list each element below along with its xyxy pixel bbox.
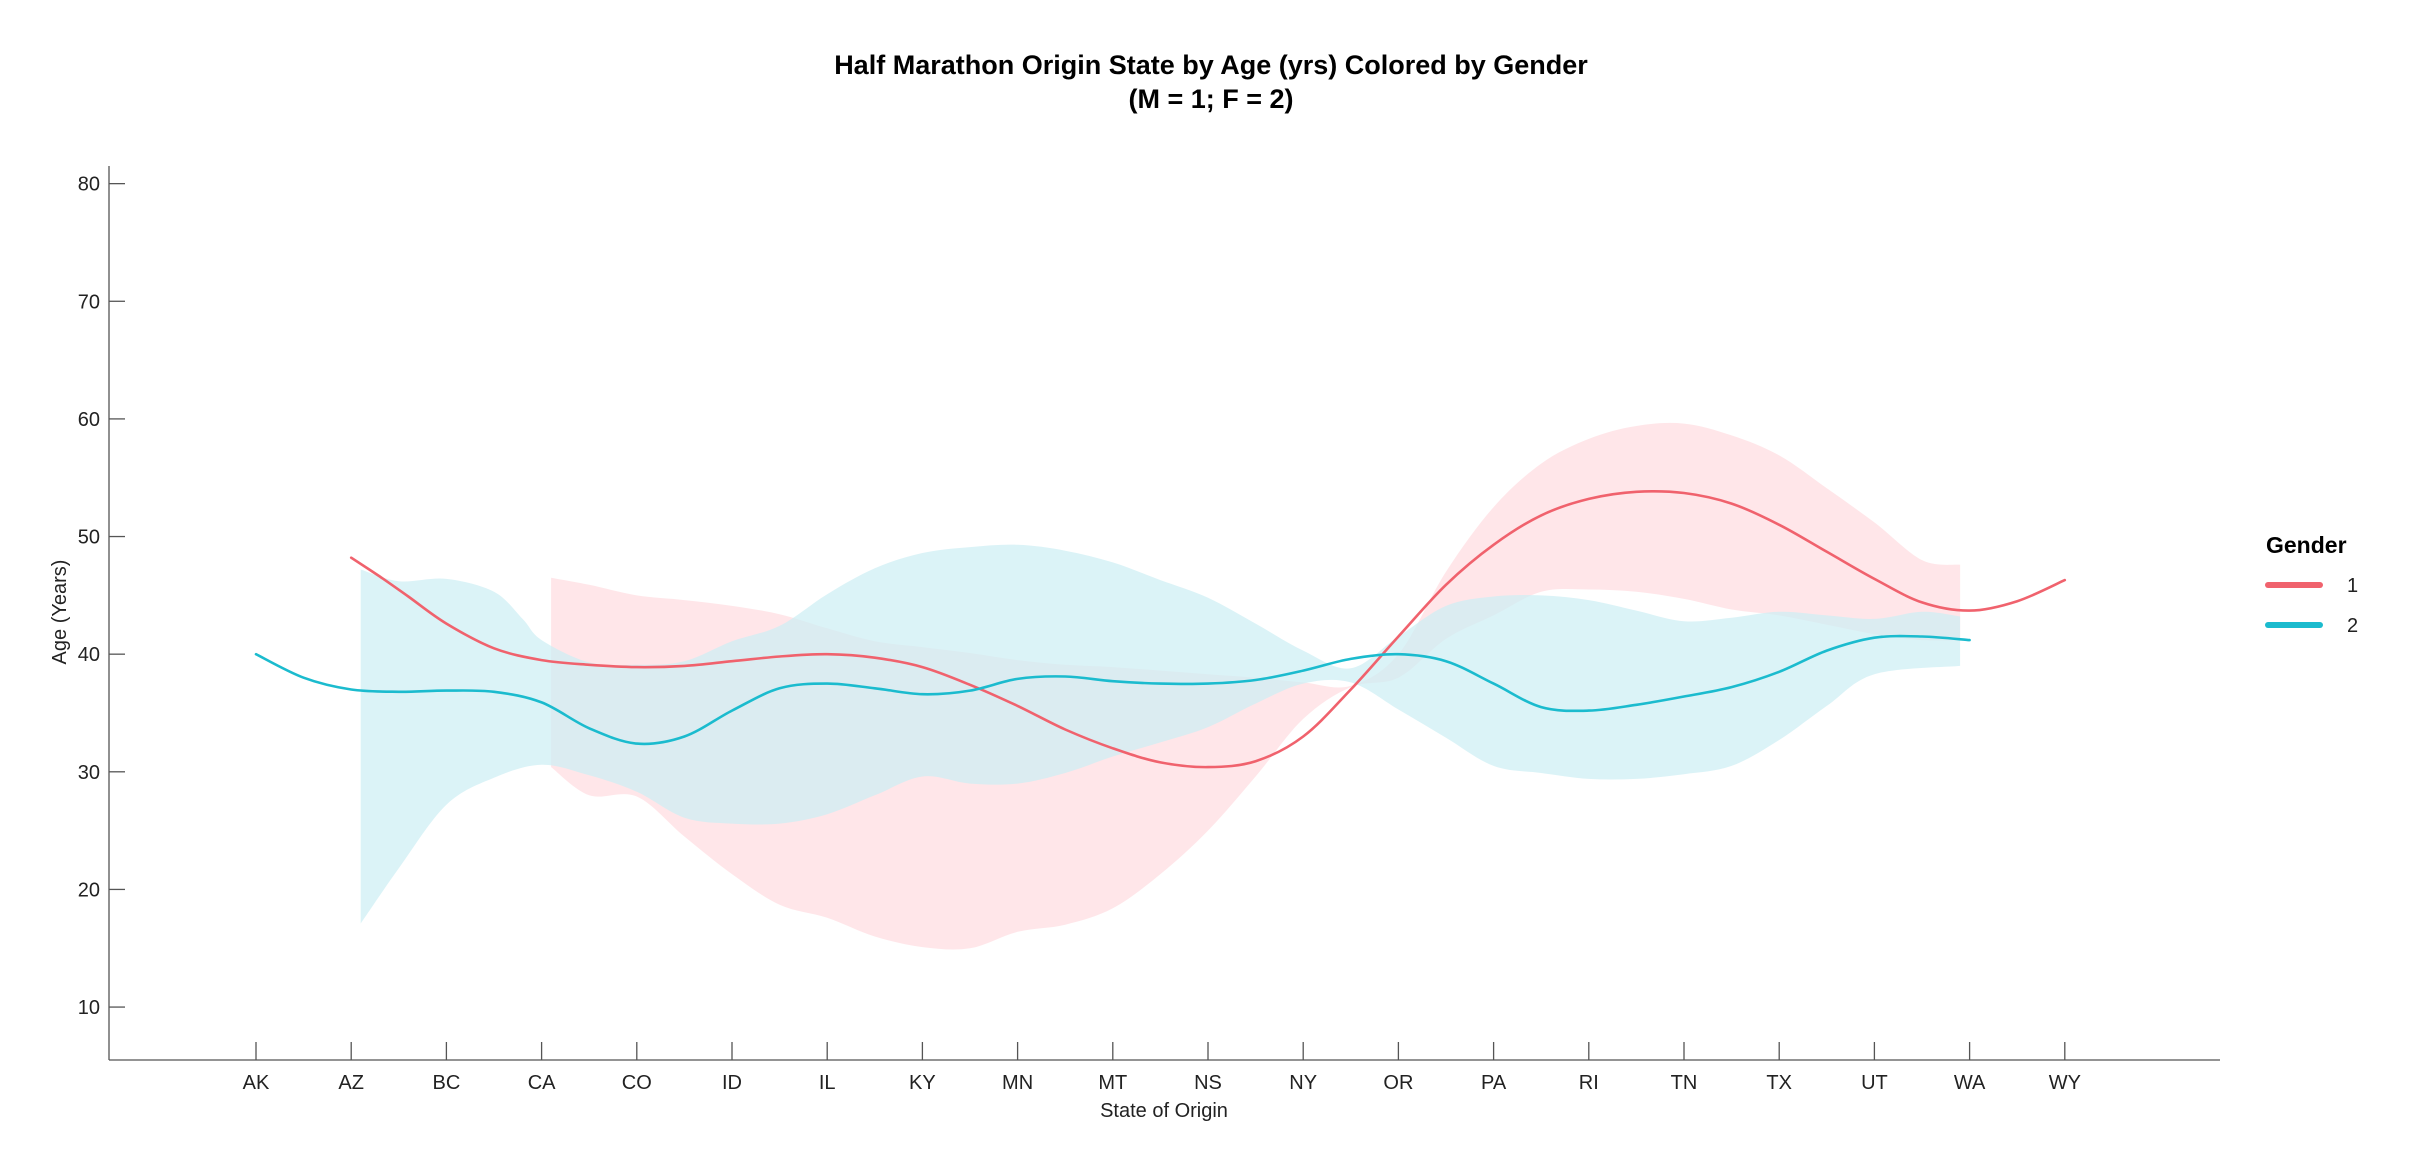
chart-title-line2: (M = 1; F = 2) [1128, 84, 1293, 114]
x-tick-label: ID [722, 1072, 742, 1094]
x-tick-label: PA [1481, 1072, 1507, 1094]
x-tick-label: AZ [338, 1072, 364, 1094]
x-tick-label: IL [819, 1072, 836, 1094]
y-tick-label: 30 [78, 762, 100, 784]
y-tick-label: 40 [78, 644, 100, 666]
y-axis-label: Age (Years) [49, 560, 71, 665]
legend-label-2: 2 [2347, 615, 2358, 637]
bands-layer [360, 422, 1961, 950]
x-tick-label: TX [1766, 1072, 1792, 1094]
y-tick-label: 10 [78, 997, 100, 1019]
x-tick-label: TN [1671, 1072, 1698, 1094]
y-tick-label: 60 [78, 409, 100, 431]
x-tick-label: BC [433, 1072, 461, 1094]
x-tick-label: KY [909, 1072, 936, 1094]
y-tick-label: 50 [78, 527, 100, 549]
x-tick-label: MT [1098, 1072, 1127, 1094]
x-axis-label: State of Origin [1100, 1100, 1228, 1122]
legend: Gender 1 2 [2265, 532, 2358, 637]
x-tick-label: OR [1383, 1072, 1413, 1094]
x-tick-label: CO [622, 1072, 652, 1094]
x-tick-label: MN [1002, 1072, 1033, 1094]
x-tick-label: UT [1861, 1072, 1888, 1094]
x-tick-label: CA [528, 1072, 556, 1094]
band-gender-2 [360, 544, 1961, 924]
x-ticks: AK AZ BC CA CO ID IL KY MN MT NS NY OR PA RI TN TX UT WA WY [243, 1042, 2081, 1094]
lines-layer [254, 489, 2067, 769]
y-ticks: 10 20 30 40 50 60 70 80 [78, 174, 125, 1019]
x-tick-label: NY [1289, 1072, 1317, 1094]
x-tick-label: AK [243, 1072, 270, 1094]
chart-title-line1: Half Marathon Origin State by Age (yrs) … [834, 50, 1588, 80]
y-tick-label: 70 [78, 291, 100, 313]
x-tick-label: WY [2049, 1072, 2081, 1094]
y-tick-label: 20 [78, 879, 100, 901]
line-gender-2 [254, 634, 1971, 746]
x-tick-label: NS [1194, 1072, 1222, 1094]
y-tick-label: 80 [78, 174, 100, 196]
line-gender-1 [349, 489, 2067, 769]
legend-label-1: 1 [2347, 575, 2358, 597]
x-tick-label: RI [1579, 1072, 1599, 1094]
x-tick-label: WA [1954, 1072, 1986, 1094]
legend-title: Gender [2266, 532, 2347, 558]
